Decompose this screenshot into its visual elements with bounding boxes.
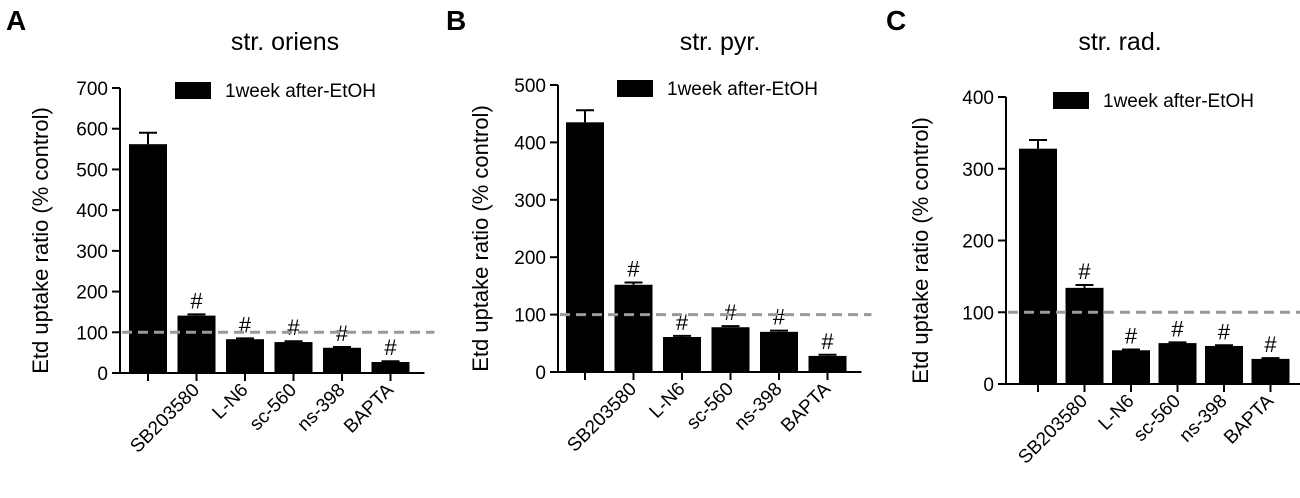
x-tick-label: BAPTA (1220, 390, 1278, 448)
y-tick-label: 300 (962, 160, 994, 181)
panel-label: C (886, 5, 906, 36)
y-tick-label: 200 (514, 248, 546, 269)
annotation: # (336, 321, 349, 346)
y-tick-label: 0 (535, 363, 546, 384)
bar (323, 347, 361, 373)
legend-label: 1week after-EtOH (667, 79, 818, 100)
x-tick-label: SB203580 (126, 380, 204, 458)
x-tick-label: sc-560 (683, 379, 738, 434)
y-tick-label: 300 (514, 191, 546, 212)
y-tick-label: 0 (983, 375, 994, 396)
annotation: # (384, 335, 397, 360)
y-tick-label: 700 (76, 79, 108, 100)
annotation: # (1218, 319, 1231, 344)
bar (371, 362, 410, 373)
annotation: # (1125, 324, 1138, 349)
bar (226, 339, 264, 373)
annotation: # (773, 305, 786, 330)
legend-label: 1week after-EtOH (225, 81, 376, 102)
y-tick-label: 500 (514, 76, 546, 97)
legend-swatch (175, 82, 211, 99)
chart-title: str. oriens (231, 28, 339, 56)
bar (663, 336, 701, 372)
y-tick-label: 400 (514, 133, 546, 154)
annotation: # (287, 315, 300, 340)
annotation: # (724, 300, 737, 325)
panel-label: B (446, 5, 466, 36)
bar (711, 327, 750, 372)
y-tick-label: 600 (76, 120, 108, 141)
x-tick-label: SB203580 (563, 379, 641, 457)
annotation: # (1171, 316, 1184, 341)
x-tick-label: SB203580 (1014, 391, 1092, 469)
chart-title: str. rad. (1078, 28, 1161, 56)
chart-title: str. pyr. (680, 28, 761, 56)
annotation: # (1078, 259, 1091, 284)
x-tick-label: ns-398 (1176, 391, 1232, 447)
annotation: # (821, 329, 834, 354)
y-tick-label: 100 (962, 303, 994, 324)
bar (1065, 287, 1104, 384)
y-axis-label: Etd uptake ratio (% control) (468, 105, 493, 372)
bar (808, 355, 847, 372)
panel-label: A (6, 5, 26, 36)
x-tick-label: sc-560 (246, 380, 301, 435)
annotation: # (190, 288, 203, 313)
y-tick-label: 400 (962, 88, 994, 109)
x-tick-label: BAPTA (777, 378, 835, 436)
y-tick-label: 100 (76, 323, 108, 344)
x-tick-label: L-N6 (209, 380, 253, 424)
x-tick-label: ns-398 (294, 380, 350, 436)
x-tick-label: ns-398 (731, 379, 787, 435)
y-tick-label: 400 (76, 201, 108, 222)
bar (1205, 345, 1243, 384)
x-tick-label: L-N6 (646, 379, 690, 423)
bar (1251, 358, 1290, 384)
y-tick-label: 100 (514, 306, 546, 327)
bar (1158, 343, 1197, 384)
annotation: # (1264, 332, 1277, 357)
legend-swatch (1053, 92, 1089, 109)
x-tick-label: sc-560 (1130, 391, 1185, 446)
bar (177, 315, 216, 373)
y-axis-label: Etd uptake ratio (% control) (28, 107, 53, 374)
y-tick-label: 300 (76, 242, 108, 263)
y-axis-label: Etd uptake ratio (% control) (908, 117, 933, 384)
x-tick-label: BAPTA (340, 379, 398, 437)
bar (614, 284, 653, 372)
bar (129, 144, 167, 373)
y-tick-label: 500 (76, 160, 108, 181)
bar (760, 331, 798, 372)
legend-label: 1week after-EtOH (1103, 91, 1254, 112)
bar (566, 122, 604, 372)
bar (274, 342, 313, 373)
legend-swatch (617, 80, 653, 97)
y-tick-label: 200 (76, 283, 108, 304)
y-tick-label: 0 (97, 364, 108, 385)
y-tick-label: 200 (962, 232, 994, 253)
bar (1019, 148, 1057, 384)
annotation: # (627, 256, 640, 281)
bar (1112, 350, 1150, 384)
